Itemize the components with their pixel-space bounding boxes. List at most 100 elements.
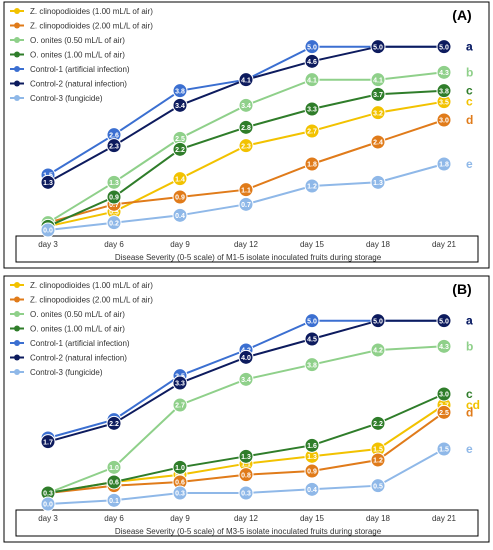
data-point: [304, 156, 320, 172]
significance-letter: c: [466, 84, 473, 98]
data-point: [238, 182, 254, 198]
x-tick-label: day 3: [38, 514, 58, 523]
data-point: [238, 72, 254, 88]
data-label: 5.0: [373, 318, 383, 325]
significance-letter: a: [466, 314, 473, 328]
legend-entry: Z. clinopodioides (2.00 mL/L of air): [30, 296, 153, 305]
data-point: [304, 72, 320, 88]
legend: Z. clinopodioides (1.00 mL/L of air) Z. c…: [10, 281, 153, 377]
data-label: 3.3: [175, 381, 185, 388]
legend-marker: [14, 95, 20, 101]
data-point: [436, 156, 452, 172]
legend-entry: Control-2 (natural infection): [30, 80, 127, 89]
legend-entry: O. onites (0.50 mL/L of air): [30, 36, 125, 45]
significance-letter: d: [466, 113, 473, 127]
data-label: 0.9: [175, 195, 185, 202]
significance-letter: a: [466, 40, 473, 54]
panel-label: (A): [452, 7, 471, 23]
x-tick-label: day 21: [432, 240, 457, 249]
data-point: [238, 448, 254, 464]
x-tick-label: day 15: [300, 240, 325, 249]
x-tick-label: day 9: [170, 240, 190, 249]
data-point: [304, 437, 320, 453]
legend-entry: Control-2 (natural infection): [30, 354, 127, 363]
data-label: 0.6: [109, 480, 119, 487]
data-point: [436, 441, 452, 457]
legend-entry: O. onites (1.00 mL/L of air): [30, 51, 125, 60]
data-label: 1.2: [373, 458, 383, 465]
data-point: [370, 134, 386, 150]
data-point: [172, 97, 188, 113]
data-point: [370, 415, 386, 431]
legend-marker: [14, 22, 20, 29]
x-tick-label: day 12: [234, 514, 259, 523]
legend-marker: [14, 80, 20, 87]
data-point: [436, 83, 452, 99]
data-point: [106, 415, 122, 431]
data-point: [172, 375, 188, 391]
data-label: 2.6: [109, 132, 119, 139]
legend-marker: [14, 369, 20, 375]
significance-letter: e: [466, 442, 473, 456]
data-point: [172, 397, 188, 413]
data-label: 1.3: [307, 454, 317, 461]
data-point: [370, 174, 386, 190]
data-label: 2.7: [175, 403, 185, 410]
data-point: [436, 39, 452, 55]
data-point: [106, 138, 122, 154]
data-point: [40, 174, 56, 190]
data-label: 1.4: [175, 176, 185, 183]
significance-letter: b: [466, 65, 473, 79]
x-tick-label: day 9: [170, 514, 190, 523]
data-label: 1.3: [109, 180, 119, 187]
data-point: [436, 338, 452, 354]
data-label: 2.3: [241, 143, 251, 150]
data-label: 5.0: [439, 318, 449, 325]
panel-frame: [3, 275, 490, 543]
data-label: 1.5: [439, 447, 449, 454]
legend-entry: Control-3 (fungicide): [30, 94, 103, 103]
data-point: [40, 434, 56, 450]
x-tick-label: day 21: [432, 514, 457, 523]
data-point: [106, 189, 122, 205]
data-point: [304, 331, 320, 347]
data-label: 1.8: [307, 162, 317, 169]
data-label: 4.1: [307, 77, 317, 84]
x-tick-label: day 15: [300, 514, 325, 523]
data-point: [238, 467, 254, 483]
data-series: 0.20.70.91.11.82.43.0d: [40, 112, 473, 231]
data-label: 0.2: [109, 220, 119, 227]
data-label: 1.5: [373, 447, 383, 454]
legend-entry: O. onites (0.50 mL/L of air): [30, 310, 125, 319]
data-label: 2.5: [175, 136, 185, 143]
data-point: [436, 404, 452, 420]
data-label: 0.3: [43, 491, 53, 498]
significance-letter: c: [466, 95, 473, 109]
data-point: [370, 342, 386, 358]
data-label: 3.4: [241, 103, 251, 110]
data-point: [172, 485, 188, 501]
x-tick-label: day 18: [366, 240, 391, 249]
data-series: 0.10.92.22.83.33.73.8c: [40, 83, 473, 234]
data-point: [238, 97, 254, 113]
significance-letter: b: [466, 339, 473, 353]
data-point: [172, 207, 188, 223]
data-label: 3.3: [307, 107, 317, 114]
legend-marker: [14, 51, 20, 58]
legend-marker: [14, 311, 20, 317]
chart-panel: (B)Z. clinopodioides (1.00 mL/L of air)Z…: [3, 275, 490, 543]
data-point: [304, 481, 320, 497]
data-point: [106, 459, 122, 475]
data-label: 3.8: [175, 88, 185, 95]
data-series: 0.10.51.42.32.73.23.5c: [40, 94, 473, 234]
legend-marker: [14, 37, 20, 43]
data-label: 1.1: [241, 187, 251, 194]
data-point: [40, 496, 56, 512]
data-label: 3.2: [373, 110, 383, 117]
data-point: [172, 83, 188, 99]
data-label: 1.2: [307, 184, 317, 191]
legend: Z. clinopodioides (1.00 mL/L of air) Z. c…: [10, 7, 153, 103]
legend-marker: [14, 325, 20, 332]
data-label: 3.5: [439, 99, 449, 106]
data-point: [370, 452, 386, 468]
